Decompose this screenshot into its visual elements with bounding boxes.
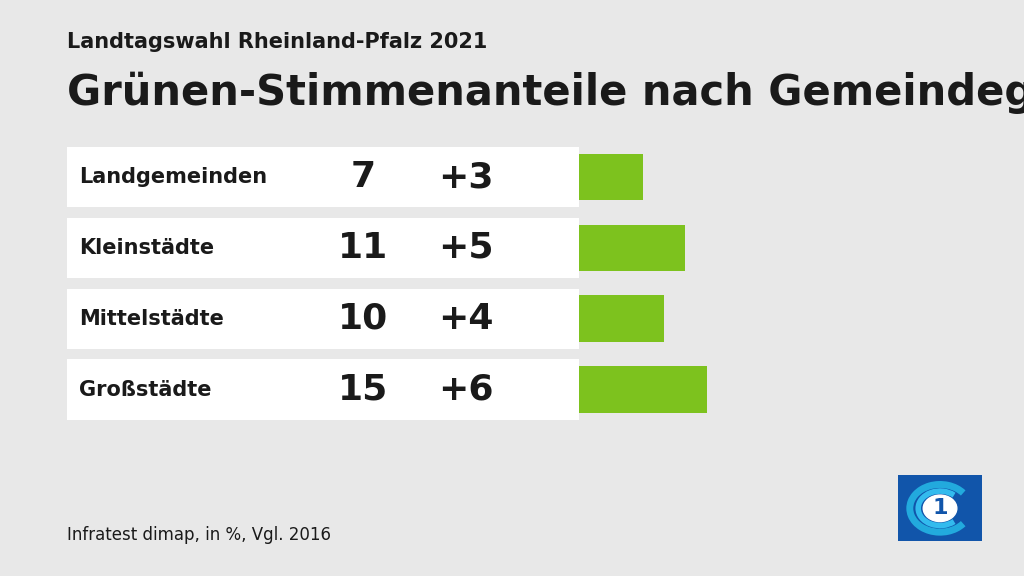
Text: +3: +3: [438, 160, 494, 194]
Text: Großstädte: Großstädte: [79, 380, 211, 400]
Text: 1: 1: [932, 498, 948, 518]
Text: 11: 11: [338, 231, 389, 265]
Text: +6: +6: [438, 373, 494, 407]
FancyBboxPatch shape: [896, 473, 984, 543]
Circle shape: [924, 495, 956, 522]
Text: +4: +4: [438, 302, 494, 336]
Text: Mittelstädte: Mittelstädte: [79, 309, 223, 329]
Text: Infratest dimap, in %, Vgl. 2016: Infratest dimap, in %, Vgl. 2016: [67, 526, 331, 544]
Text: Landgemeinden: Landgemeinden: [79, 167, 267, 187]
Text: 7: 7: [351, 160, 376, 194]
Text: Grünen-Stimmenanteile nach Gemeindegrößen: Grünen-Stimmenanteile nach Gemeindegröße…: [67, 72, 1024, 115]
Text: Landtagswahl Rheinland-Pfalz 2021: Landtagswahl Rheinland-Pfalz 2021: [67, 32, 487, 52]
Text: Kleinstädte: Kleinstädte: [79, 238, 214, 258]
Text: 10: 10: [338, 302, 389, 336]
Text: +5: +5: [438, 231, 494, 265]
Text: 15: 15: [338, 373, 389, 407]
